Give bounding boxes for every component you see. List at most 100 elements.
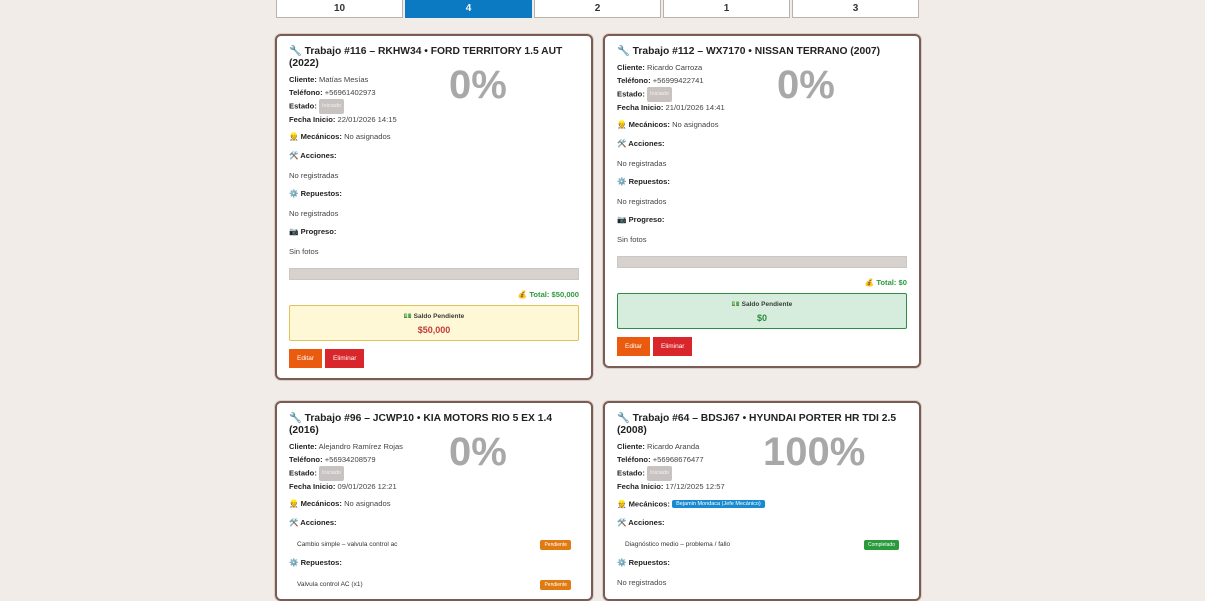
phone-row: Teléfono: +56961402973 (289, 87, 579, 100)
phone-label: Teléfono: (289, 87, 323, 97)
status-badge: Iniciado (318, 99, 344, 115)
status-label: Estado: (289, 101, 317, 111)
parts-heading: ⚙️ Repuestos: (617, 176, 670, 186)
pending-balance-label: 💵 Saldo Pendiente (731, 300, 793, 308)
actions-heading: 🛠️ Acciones: (289, 517, 337, 527)
job-title: 🔧 Trabajo #116 – RKHW34 • FORD TERRITORY… (289, 46, 563, 69)
pending-balance-amount: $50,000 (417, 324, 451, 335)
parts-value: No registrados (617, 196, 667, 206)
progress-bar (289, 267, 579, 280)
date-label: Fecha Inicio: (289, 482, 336, 492)
status-label: Estado: (289, 468, 317, 478)
phone-value: +56999422741 (652, 75, 704, 85)
action-item: Cambio simple – valvula control ac Pendi… (289, 539, 579, 551)
progress-percent: 0% (777, 63, 835, 107)
mechanics-label: 👷 Mecánicos: (617, 499, 670, 509)
phone-row: Teléfono: +56999422741 (617, 75, 907, 88)
part-item: Valvula control AC (x1) Pendiente (289, 579, 579, 591)
phone-value: +56934208579 (324, 454, 376, 464)
status-badge: Iniciado (646, 87, 672, 103)
client-row: Cliente: Ricardo Aranda (617, 441, 907, 454)
pending-balance-box: 💵 Saldo Pendiente $0 (617, 292, 907, 329)
date-value: 17/12/2025 12:57 (665, 482, 725, 492)
phone-value: +56961402973 (324, 87, 376, 97)
job-title: 🔧 Trabajo #112 – WX7170 • NISSAN TERRANO… (617, 46, 881, 57)
tab-1[interactable]: 1 (663, 0, 790, 18)
date-value: 09/01/2026 12:21 (337, 482, 397, 492)
mechanics-value: No asignados (344, 131, 391, 141)
delete-button[interactable]: Eliminar (324, 348, 365, 368)
delete-button[interactable]: Eliminar (652, 336, 693, 356)
job-card-112: 🔧 Trabajo #112 – WX7170 • NISSAN TERRANO… (603, 34, 921, 368)
parts-value: No registrados (617, 577, 667, 587)
client-value: Ricardo Aranda (646, 442, 700, 451)
client-label: Cliente: (289, 442, 317, 451)
mechanics-row: 👷 Mecánicos: No asignados (289, 498, 579, 511)
job-title: 🔧 Trabajo #64 – BDSJ67 • HYUNDAI PORTER … (617, 413, 897, 436)
parts-heading: ⚙️ Repuestos: (289, 188, 342, 198)
status-label: Estado: (617, 468, 645, 478)
part-status-badge: Pendiente (540, 579, 571, 590)
job-title: 🔧 Trabajo #96 – JCWP10 • KIA MOTORS RIO … (289, 413, 553, 436)
status-tabs: 10 4 2 1 3 (276, 0, 921, 19)
phone-label: Teléfono: (617, 454, 651, 464)
date-label: Fecha Inicio: (289, 115, 336, 125)
date-value: 21/01/2026 14:41 (665, 103, 725, 113)
actions-heading: 🛠️ Acciones: (617, 517, 665, 527)
client-value: Ricardo Carroza (646, 63, 703, 72)
progress-percent: 100% (763, 430, 866, 474)
tab-2[interactable]: 2 (534, 0, 661, 18)
pending-balance-amount: $0 (756, 312, 767, 323)
progress-photos: Sin fotos (289, 246, 319, 256)
mechanics-value: No asignados (672, 119, 719, 129)
status-badge: Iniciado (318, 466, 344, 482)
client-label: Cliente: (289, 75, 317, 84)
tab-4[interactable]: 4 (405, 0, 532, 18)
client-row: Cliente: Matías Mesías (289, 74, 579, 87)
tab-3[interactable]: 3 (792, 0, 919, 18)
date-value: 22/01/2026 14:15 (337, 115, 397, 125)
phone-row: Teléfono: +56934208579 (289, 454, 579, 467)
phone-label: Teléfono: (617, 75, 651, 85)
job-card-96: 🔧 Trabajo #96 – JCWP10 • KIA MOTORS RIO … (275, 401, 593, 601)
pending-balance-label: 💵 Saldo Pendiente (403, 312, 465, 320)
progress-photos: Sin fotos (617, 234, 647, 244)
edit-button[interactable]: Editar (289, 348, 322, 368)
client-value: Alejandro Ramírez Rojas (318, 442, 403, 451)
action-item-name: Cambio simple – valvula control ac (297, 541, 398, 549)
client-row: Cliente: Ricardo Carroza (617, 62, 907, 75)
status-badge: Iniciado (646, 466, 672, 482)
part-item-name: Valvula control AC (x1) (297, 581, 363, 589)
mechanics-label: 👷 Mecánicos: (617, 119, 670, 129)
edit-button[interactable]: Editar (617, 336, 650, 356)
actions-value: No registradas (289, 170, 339, 180)
client-row: Cliente: Alejandro Ramírez Rojas (289, 441, 579, 454)
actions-value: No registradas (617, 158, 667, 168)
date-label: Fecha Inicio: (617, 482, 664, 492)
job-card-64: 🔧 Trabajo #64 – BDSJ67 • HYUNDAI PORTER … (603, 401, 921, 601)
status-row: Estado: Iniciado (617, 466, 907, 482)
phone-row: Teléfono: +56968676477 (617, 454, 907, 467)
parts-heading: ⚙️ Repuestos: (617, 557, 670, 567)
mechanic-badge: Bejamin Mondaca (Jefe Mecánico) (672, 499, 765, 508)
mechanics-value: No asignados (344, 498, 391, 508)
status-row: Estado: Iniciado (617, 87, 907, 103)
mechanics-row: 👷 Mecánicos: No asignados (289, 131, 579, 144)
progress-bar (617, 255, 907, 268)
total-amount: 💰 Total: $0 (864, 277, 907, 287)
phone-value: +56968676477 (652, 454, 704, 464)
date-row: Fecha Inicio: 09/01/2026 12:21 (289, 481, 579, 494)
status-row: Estado: Iniciado (289, 99, 579, 115)
job-card-116: 🔧 Trabajo #116 – RKHW34 • FORD TERRITORY… (275, 34, 593, 380)
status-label: Estado: (617, 89, 645, 99)
parts-heading: ⚙️ Repuestos: (289, 557, 342, 567)
progress-percent: 0% (449, 430, 507, 474)
mechanics-row: 👷 Mecánicos: Bejamin Mondaca (Jefe Mecán… (617, 498, 907, 511)
action-status-badge: Completado (864, 539, 899, 550)
phone-label: Teléfono: (289, 454, 323, 464)
date-row: Fecha Inicio: 22/01/2026 14:15 (289, 114, 579, 127)
mechanics-label: 👷 Mecánicos: (289, 498, 342, 508)
progress-percent: 0% (449, 63, 507, 107)
tab-10[interactable]: 10 (276, 0, 403, 18)
actions-heading: 🛠️ Acciones: (289, 150, 337, 160)
